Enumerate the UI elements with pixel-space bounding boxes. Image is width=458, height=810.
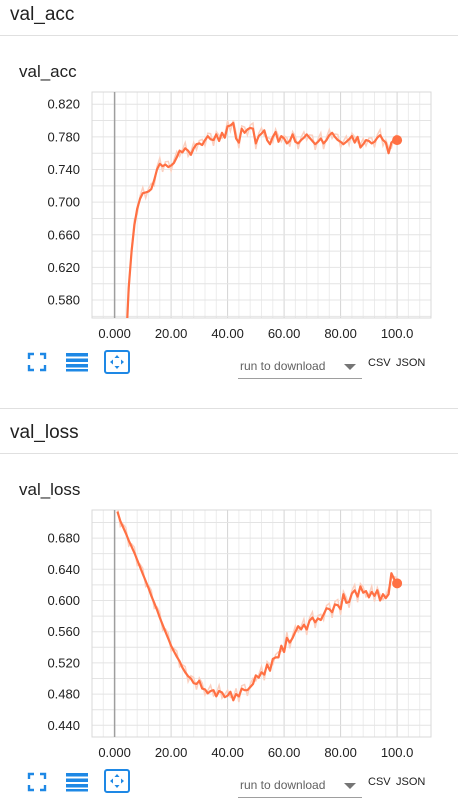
y-tick-label: 0.480 bbox=[47, 687, 80, 702]
y-tick-label: 0.580 bbox=[47, 293, 80, 308]
last-point-marker bbox=[392, 578, 403, 589]
plot-area bbox=[91, 91, 432, 319]
y-tick-label: 0.520 bbox=[47, 655, 80, 670]
series-line bbox=[126, 121, 398, 318]
series-group bbox=[126, 120, 398, 318]
y-tick-label: 0.640 bbox=[47, 562, 80, 577]
csv-download-link[interactable]: CSV bbox=[368, 357, 391, 369]
series-group bbox=[116, 510, 398, 703]
x-tick-label: 40.00 bbox=[211, 745, 244, 760]
csv-download-link[interactable]: CSV bbox=[368, 776, 391, 788]
run-to-download-select[interactable]: run to download bbox=[238, 775, 362, 798]
json-download-link[interactable]: JSON bbox=[396, 776, 426, 788]
y-tick-label: 0.440 bbox=[47, 718, 80, 733]
y-tick-label: 0.560 bbox=[47, 624, 80, 639]
run-select-label: run to download bbox=[240, 778, 326, 792]
list-icon[interactable] bbox=[65, 352, 89, 377]
fit-domain-icon[interactable] bbox=[104, 350, 130, 379]
section-title: val_acc bbox=[10, 4, 75, 25]
x-tick-label: 20.00 bbox=[155, 745, 188, 760]
x-tick-label: 100.0 bbox=[381, 745, 414, 760]
fullscreen-icon[interactable] bbox=[27, 352, 47, 377]
last-point-marker bbox=[392, 135, 403, 146]
raw-series-line bbox=[126, 120, 398, 313]
y-tick-label: 0.620 bbox=[47, 260, 80, 275]
y-tick-label: 0.820 bbox=[47, 97, 80, 112]
y-tick-label: 0.660 bbox=[47, 227, 80, 242]
section-divider bbox=[0, 453, 458, 454]
chart-title: val_acc bbox=[19, 62, 77, 81]
x-tick-label: 20.00 bbox=[155, 326, 188, 341]
plot-area bbox=[91, 509, 432, 738]
line-chart-val-acc[interactable]: 0.000 20.00 40.00 60.00 80.00 100.0 0.580 0.620… bbox=[0, 0, 458, 345]
y-tick-label: 0.700 bbox=[47, 195, 80, 210]
x-tick-label: 40.00 bbox=[211, 326, 244, 341]
json-download-link[interactable]: JSON bbox=[396, 357, 426, 369]
section-header-val-acc[interactable]: val_acc bbox=[0, 0, 458, 40]
series-line bbox=[116, 511, 398, 702]
list-icon[interactable] bbox=[65, 772, 89, 797]
x-tick-label: 0.000 bbox=[98, 745, 131, 760]
chevron-down-icon bbox=[344, 364, 356, 370]
fullscreen-icon[interactable] bbox=[27, 772, 47, 797]
y-tick-label: 0.680 bbox=[47, 531, 80, 546]
section-header-val-loss[interactable]: val_loss bbox=[0, 414, 458, 450]
chevron-down-icon bbox=[344, 783, 356, 789]
section-divider bbox=[0, 35, 458, 36]
x-tick-label: 60.00 bbox=[268, 745, 301, 760]
run-to-download-select[interactable]: run to download bbox=[238, 356, 362, 379]
x-tick-label: 100.0 bbox=[381, 326, 414, 341]
section-divider bbox=[0, 408, 458, 409]
x-tick-label: 0.000 bbox=[98, 326, 131, 341]
x-tick-label: 60.00 bbox=[268, 326, 301, 341]
x-tick-label: 80.00 bbox=[324, 745, 357, 760]
chart-title: val_loss bbox=[19, 480, 81, 499]
y-tick-label: 0.780 bbox=[47, 129, 80, 144]
section-title: val_loss bbox=[10, 422, 79, 443]
y-tick-label: 0.600 bbox=[47, 593, 80, 608]
y-tick-label: 0.740 bbox=[47, 162, 80, 177]
line-chart-val-loss[interactable]: 0.000 20.00 40.00 60.00 80.00 100.0 0.440 0.480… bbox=[0, 500, 458, 800]
fit-domain-icon[interactable] bbox=[104, 769, 130, 798]
run-select-label: run to download bbox=[240, 359, 326, 373]
x-tick-label: 80.00 bbox=[324, 326, 357, 341]
